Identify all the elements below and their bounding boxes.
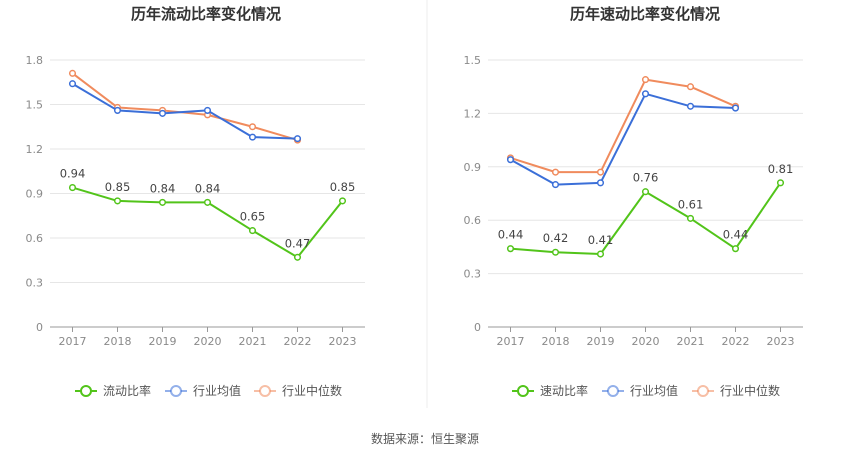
data-point-company: [641, 188, 650, 196]
x-tick-label: 2019: [587, 335, 615, 348]
data-point-company: [506, 245, 515, 253]
legend-marker-industry_avg[interactable]: [170, 385, 182, 397]
data-label: 0.85: [105, 180, 131, 194]
data-point-company: [113, 197, 122, 205]
legend-label-industry_median[interactable]: 行业中位数: [720, 383, 780, 398]
x-tick-label: 2022: [722, 335, 750, 348]
legend-marker-company[interactable]: [517, 385, 529, 397]
data-point-industry_avg: [686, 102, 695, 110]
series-line-industry_median: [510, 78, 736, 174]
x-tick-label: 2018: [104, 335, 132, 348]
legend-label-company[interactable]: 流动比率: [103, 383, 151, 398]
data-point-industry_median: [641, 76, 650, 84]
data-label: 0.84: [150, 181, 176, 195]
data-point-company: [776, 179, 785, 187]
data-point-industry_median: [686, 83, 695, 91]
x-tick-label: 2017: [59, 335, 87, 348]
data-label: 0.65: [240, 210, 266, 224]
data-point-industry_avg: [293, 135, 302, 143]
data-point-industry_avg: [596, 179, 605, 187]
y-tick-label: 0: [474, 321, 481, 334]
legend-label-company[interactable]: 速动比率: [540, 383, 588, 398]
y-tick-label: 1.8: [26, 54, 44, 67]
y-tick-label: 1.5: [26, 99, 44, 112]
charts-canvas: 历年流动比率变化情况 0 0.3 0.6 0.9 1.2 1.5 1.8 2017 2018 201…: [26, 0, 803, 408]
data-label: 0.41: [588, 233, 614, 247]
legend-marker-company[interactable]: [80, 385, 92, 397]
data-point-company: [338, 197, 347, 205]
y-tick-label: 1.5: [464, 54, 482, 67]
series-line-industry_median: [71, 72, 298, 142]
data-point-industry_avg: [248, 133, 257, 141]
data-point-company: [203, 198, 212, 206]
y-tick-label: 0.3: [464, 268, 482, 281]
legend-label-industry_avg[interactable]: 行业均值: [193, 383, 241, 398]
x-tick-label: 2023: [767, 335, 795, 348]
y-tick-label: 0: [36, 321, 43, 334]
data-label: 0.44: [723, 228, 749, 242]
legend-marker-industry_median[interactable]: [259, 385, 271, 397]
legend-marker-industry_avg[interactable]: [607, 385, 619, 397]
data-point-industry_median: [596, 168, 605, 176]
data-label: 0.47: [285, 236, 311, 250]
data-point-company: [248, 227, 257, 235]
data-point-industry_avg: [68, 80, 77, 88]
data-point-company: [731, 245, 740, 253]
legend-marker-industry_median[interactable]: [697, 385, 709, 397]
legend-label-industry_avg[interactable]: 行业均值: [630, 383, 678, 398]
x-tick-label: 2021: [239, 335, 267, 348]
data-label: 0.76: [633, 171, 659, 185]
data-source-note: 数据来源：恒生聚源: [370, 432, 479, 446]
data-point-industry_avg: [113, 106, 122, 114]
data-point-industry_avg: [506, 156, 515, 164]
x-tick-label: 2018: [542, 335, 570, 348]
x-tick-label: 2021: [677, 335, 705, 348]
y-tick-label: 1.2: [464, 107, 482, 120]
data-point-industry_avg: [551, 181, 560, 189]
chart-title-1: 历年流动比率变化情况: [131, 5, 281, 23]
data-point-company: [686, 214, 695, 222]
data-point-industry_avg: [203, 106, 212, 114]
x-tick-label: 2023: [329, 335, 357, 348]
series-line-industry_avg: [71, 82, 298, 140]
data-point-industry_avg: [158, 109, 167, 117]
y-tick-label: 1.2: [26, 143, 44, 156]
data-label: 0.85: [330, 180, 356, 194]
chart-title-2: 历年速动比率变化情况: [570, 5, 720, 23]
data-point-company: [158, 198, 167, 206]
data-label: 0.84: [195, 181, 221, 195]
data-point-industry_median: [248, 123, 257, 131]
y-tick-label: 0.9: [26, 188, 44, 201]
data-point-company: [551, 248, 560, 256]
legend-label-industry_median[interactable]: 行业中位数: [282, 383, 342, 398]
x-tick-label: 2019: [149, 335, 177, 348]
data-label: 0.61: [678, 197, 704, 211]
data-label: 0.44: [498, 228, 524, 242]
x-tick-label: 2022: [284, 335, 312, 348]
data-label: 0.81: [768, 162, 794, 176]
data-point-industry_median: [68, 69, 77, 77]
y-tick-label: 0.6: [26, 232, 44, 245]
x-tick-label: 2020: [632, 335, 660, 348]
data-point-company: [293, 253, 302, 261]
y-tick-label: 0.3: [26, 277, 44, 290]
x-tick-label: 2020: [194, 335, 222, 348]
series-line-industry_avg: [510, 92, 736, 186]
y-tick-label: 0.6: [464, 214, 482, 227]
x-tick-label: 2017: [497, 335, 525, 348]
data-point-company: [68, 184, 77, 192]
data-point-company: [596, 250, 605, 258]
y-tick-label: 0.9: [464, 161, 482, 174]
data-point-industry_median: [551, 168, 560, 176]
data-point-industry_avg: [641, 90, 650, 98]
data-label: 0.94: [60, 167, 86, 181]
data-label: 0.42: [543, 231, 569, 245]
data-point-industry_avg: [731, 104, 740, 112]
